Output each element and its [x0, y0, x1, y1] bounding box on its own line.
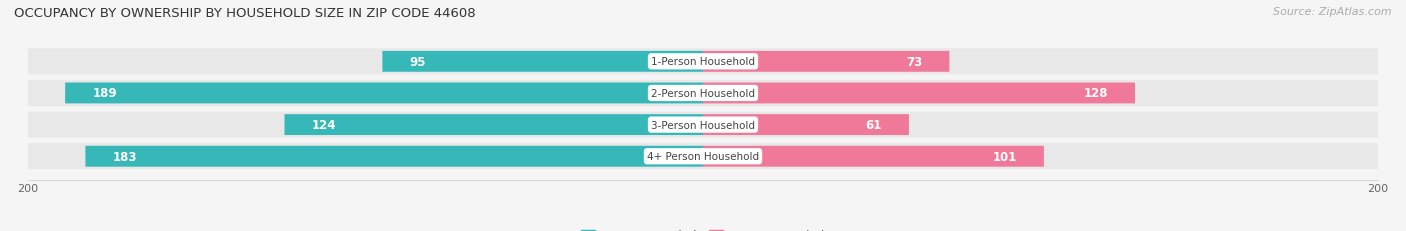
Text: 128: 128 [1084, 87, 1108, 100]
FancyBboxPatch shape [86, 146, 703, 167]
FancyBboxPatch shape [703, 83, 1135, 104]
Text: 189: 189 [93, 87, 117, 100]
FancyBboxPatch shape [28, 144, 1378, 170]
Text: OCCUPANCY BY OWNERSHIP BY HOUSEHOLD SIZE IN ZIP CODE 44608: OCCUPANCY BY OWNERSHIP BY HOUSEHOLD SIZE… [14, 7, 475, 20]
FancyBboxPatch shape [65, 83, 703, 104]
Text: 73: 73 [905, 56, 922, 69]
Text: 124: 124 [312, 119, 336, 131]
Text: 101: 101 [993, 150, 1017, 163]
Text: Source: ZipAtlas.com: Source: ZipAtlas.com [1274, 7, 1392, 17]
Text: 3-Person Household: 3-Person Household [651, 120, 755, 130]
Text: 95: 95 [409, 56, 426, 69]
FancyBboxPatch shape [703, 115, 908, 135]
Text: 1-Person Household: 1-Person Household [651, 57, 755, 67]
Text: 61: 61 [866, 119, 882, 131]
Legend: Owner-occupied, Renter-occupied: Owner-occupied, Renter-occupied [576, 224, 830, 231]
FancyBboxPatch shape [382, 52, 703, 73]
Text: 4+ Person Household: 4+ Person Household [647, 152, 759, 161]
FancyBboxPatch shape [703, 146, 1043, 167]
Text: 2-Person Household: 2-Person Household [651, 88, 755, 99]
FancyBboxPatch shape [703, 52, 949, 73]
FancyBboxPatch shape [284, 115, 703, 135]
Text: 183: 183 [112, 150, 136, 163]
FancyBboxPatch shape [28, 112, 1378, 138]
FancyBboxPatch shape [28, 81, 1378, 106]
FancyBboxPatch shape [28, 49, 1378, 75]
